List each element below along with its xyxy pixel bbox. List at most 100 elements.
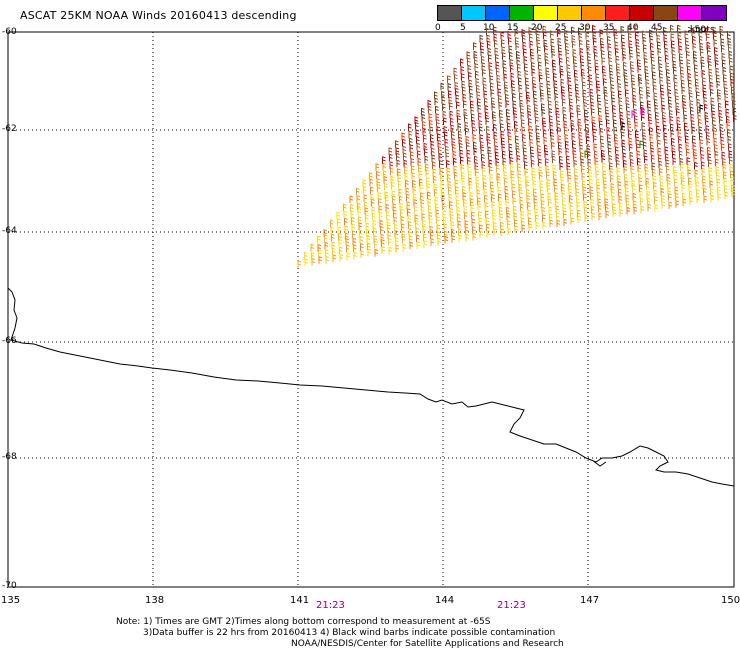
wind-barb: [324, 234, 328, 242]
wind-barb: [612, 112, 617, 120]
wind-barb: [545, 158, 549, 166]
wind-barb: [673, 74, 678, 82]
wind-barb: [444, 131, 448, 139]
wind-barb: [571, 124, 575, 133]
wind-barb: [469, 85, 473, 94]
wind-barb: [557, 135, 562, 143]
wind-barb: [520, 210, 525, 219]
wind-barb: [471, 211, 475, 220]
legend-swatch: [510, 6, 534, 20]
wind-barb: [359, 235, 364, 244]
wind-barb: [516, 147, 520, 156]
wind-barb: [380, 226, 384, 234]
wind-barb: [561, 183, 565, 192]
wind-barb: [377, 191, 382, 200]
wind-barb: [603, 78, 607, 86]
wind-barb: [565, 140, 569, 149]
wind-barb: [444, 235, 449, 244]
wind-barb: [486, 133, 491, 141]
wind-barb: [657, 47, 662, 56]
wind-barb: [433, 183, 438, 191]
wind-barb: [501, 46, 506, 54]
wind-barb: [596, 178, 600, 186]
wind-barb: [574, 174, 579, 183]
wind-barb: [607, 140, 612, 149]
wind-barb: [415, 227, 420, 236]
wind-barb: [580, 61, 585, 69]
wind-barb: [653, 181, 657, 190]
wind-barb: [650, 147, 655, 156]
wind-barb: [580, 158, 585, 167]
wind-barb: [488, 54, 492, 62]
wind-barb: [724, 184, 728, 193]
wind-barb: [649, 35, 654, 43]
wind-barb: [718, 109, 723, 118]
wind-barb: [382, 162, 387, 171]
wind-barb: [661, 97, 665, 105]
wind-barb: [370, 186, 374, 195]
wind-barb: [544, 150, 549, 158]
wind-barb: [526, 194, 531, 203]
wind-barb: [559, 162, 564, 170]
wind-barb: [317, 235, 321, 244]
wind-barb: [484, 194, 488, 203]
wind-barb: [597, 100, 602, 108]
wind-barb: [428, 211, 433, 220]
wind-barb: [671, 46, 676, 55]
wind-barb: [542, 214, 546, 222]
wind-barb: [695, 181, 700, 190]
wind-barb: [464, 220, 469, 228]
wind-barb: [671, 137, 675, 146]
wind-barb: [583, 193, 587, 201]
wind-barb: [417, 150, 421, 158]
wind-barb: [390, 167, 394, 176]
wind-barb: [498, 200, 503, 209]
wind-barb: [600, 135, 604, 143]
wind-barb: [679, 59, 684, 67]
wind-barb: [624, 74, 628, 83]
wind-barb: [640, 101, 644, 109]
wind-barb: [652, 168, 656, 177]
wind-barb: [662, 117, 667, 125]
wind-barb: [702, 84, 707, 92]
wind-barb: [517, 163, 521, 171]
wind-barb: [490, 181, 494, 189]
wind-barb: [434, 91, 438, 100]
wind-barb: [681, 79, 685, 88]
wind-barb: [525, 77, 529, 85]
wind-barb: [667, 179, 671, 188]
wind-barb: [446, 167, 451, 175]
wind-barb: [498, 193, 502, 202]
wind-barb: [489, 68, 493, 77]
wind-barb: [423, 142, 428, 151]
wind-barb: [336, 211, 341, 220]
wind-barb: [519, 99, 524, 108]
wind-barb: [622, 145, 626, 154]
wind-barb: [707, 46, 711, 55]
wind-barb: [657, 139, 661, 148]
wind-barb: [399, 202, 404, 211]
wind-barb: [450, 117, 454, 126]
wind-barb: [400, 208, 404, 217]
wind-barb: [638, 170, 642, 179]
wind-barb: [664, 40, 668, 49]
wind-barb: [430, 231, 434, 239]
legend-label: 15: [507, 23, 519, 33]
wind-barb: [685, 37, 689, 45]
wind-barb: [454, 171, 458, 180]
wind-barb: [685, 135, 689, 143]
wind-barb: [571, 26, 575, 35]
wind-barb: [712, 116, 716, 125]
legend-color-bar: [437, 5, 727, 21]
wind-barb: [587, 59, 592, 67]
note-line-1: Note: 1) Times are GMT 2)Times along bot…: [116, 617, 491, 627]
wind-barb: [683, 114, 688, 122]
wind-barb: [639, 140, 644, 148]
wind-barb: [364, 201, 368, 210]
wind-barb: [524, 161, 528, 169]
wind-barb: [626, 110, 631, 119]
wind-barb: [655, 111, 659, 120]
wind-barb: [595, 65, 599, 74]
wind-barb: [499, 109, 503, 118]
wind-barb: [514, 127, 519, 135]
